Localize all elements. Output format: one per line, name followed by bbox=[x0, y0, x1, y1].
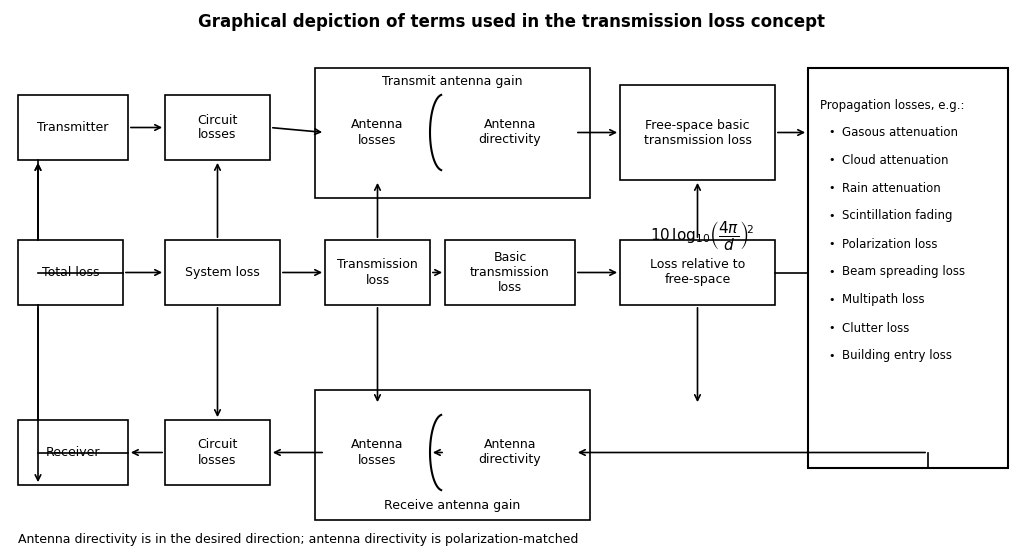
Text: Transmit antenna gain: Transmit antenna gain bbox=[382, 76, 522, 88]
Text: •: • bbox=[828, 183, 835, 193]
Text: Building entry loss: Building entry loss bbox=[842, 350, 952, 362]
Text: Multipath loss: Multipath loss bbox=[842, 294, 925, 306]
Bar bbox=[325, 240, 430, 305]
Bar bbox=[165, 95, 270, 160]
Text: Beam spreading loss: Beam spreading loss bbox=[842, 266, 966, 278]
Text: Clutter loss: Clutter loss bbox=[842, 322, 909, 334]
Text: Basic
transmission
loss: Basic transmission loss bbox=[470, 251, 550, 294]
Bar bbox=[165, 420, 270, 485]
Bar bbox=[18, 95, 128, 160]
Text: Antenna
directivity: Antenna directivity bbox=[478, 439, 542, 467]
Bar bbox=[808, 68, 1008, 468]
Bar bbox=[445, 405, 575, 500]
Text: •: • bbox=[828, 211, 835, 221]
Text: Scintillation fading: Scintillation fading bbox=[842, 210, 952, 222]
Text: Rain attenuation: Rain attenuation bbox=[842, 182, 941, 194]
Text: Polarization loss: Polarization loss bbox=[842, 238, 938, 250]
Text: Transmission
loss: Transmission loss bbox=[337, 259, 418, 287]
Text: Gasous attenuation: Gasous attenuation bbox=[842, 126, 958, 138]
Text: •: • bbox=[828, 323, 835, 333]
Text: Transmitter: Transmitter bbox=[37, 121, 109, 134]
Text: Free-space basic
transmission loss: Free-space basic transmission loss bbox=[643, 119, 752, 147]
Bar bbox=[620, 240, 775, 305]
Text: •: • bbox=[828, 239, 835, 249]
Bar bbox=[325, 85, 430, 180]
Bar bbox=[18, 240, 123, 305]
Text: Antenna
directivity: Antenna directivity bbox=[478, 119, 542, 147]
Text: Graphical depiction of terms used in the transmission loss concept: Graphical depiction of terms used in the… bbox=[199, 13, 825, 31]
Text: Circuit
losses: Circuit losses bbox=[198, 439, 238, 467]
Bar bbox=[445, 240, 575, 305]
Text: Total loss: Total loss bbox=[42, 266, 99, 279]
Text: Circuit
losses: Circuit losses bbox=[198, 114, 238, 142]
Text: Cloud attenuation: Cloud attenuation bbox=[842, 154, 948, 166]
Bar bbox=[18, 420, 128, 485]
Bar bbox=[165, 240, 280, 305]
Text: Receiver: Receiver bbox=[46, 446, 100, 459]
Text: •: • bbox=[828, 351, 835, 361]
Text: $10\,\log_{10}\!\left(\dfrac{4\pi}{d}\right)^{\!2}$: $10\,\log_{10}\!\left(\dfrac{4\pi}{d}\ri… bbox=[650, 219, 755, 251]
Bar bbox=[620, 85, 775, 180]
Text: Antenna
losses: Antenna losses bbox=[351, 119, 403, 147]
Text: •: • bbox=[828, 127, 835, 137]
Text: •: • bbox=[828, 155, 835, 165]
Bar bbox=[315, 68, 590, 198]
Text: •: • bbox=[828, 267, 835, 277]
Text: Antenna directivity is in the desired direction; antenna directivity is polariza: Antenna directivity is in the desired di… bbox=[18, 533, 579, 546]
Bar bbox=[325, 405, 430, 500]
Text: •: • bbox=[828, 295, 835, 305]
Text: System loss: System loss bbox=[185, 266, 260, 279]
Bar bbox=[445, 85, 575, 180]
Bar bbox=[315, 390, 590, 520]
Text: Propagation losses, e.g.:: Propagation losses, e.g.: bbox=[820, 99, 965, 113]
Text: Antenna
losses: Antenna losses bbox=[351, 439, 403, 467]
Text: Receive antenna gain: Receive antenna gain bbox=[384, 500, 520, 513]
Text: Loss relative to
free-space: Loss relative to free-space bbox=[650, 259, 745, 287]
